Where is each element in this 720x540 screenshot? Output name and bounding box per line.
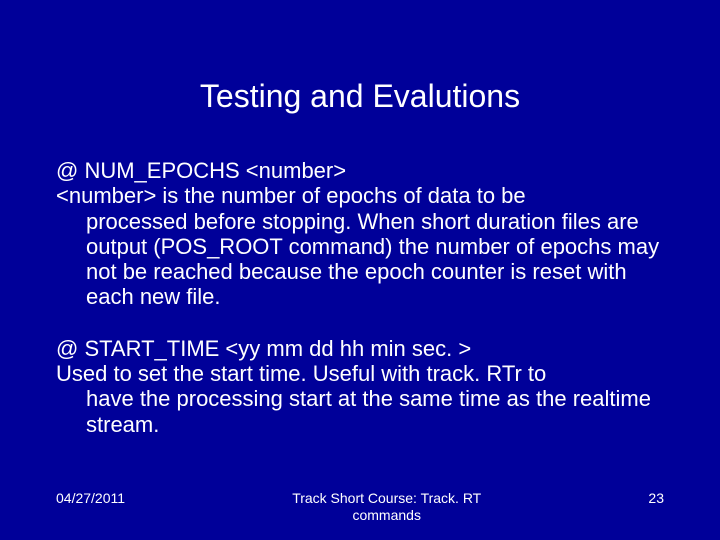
footer-page-number: 23	[648, 490, 664, 506]
footer-center: Track Short Course: Track. RT commands	[125, 490, 648, 524]
footer-date: 04/27/2011	[56, 490, 125, 506]
para1-line1: @ NUM_EPOCHS <number>	[56, 158, 664, 183]
paragraph-1: @ NUM_EPOCHS <number> <number> is the nu…	[56, 158, 664, 310]
para2-rest: have the processing start at the same ti…	[56, 386, 664, 437]
para2-line1: @ START_TIME <yy mm dd hh min sec. >	[56, 336, 664, 361]
para2-line2: Used to set the start time. Useful with …	[56, 361, 664, 386]
slide-body: @ NUM_EPOCHS <number> <number> is the nu…	[56, 158, 664, 463]
footer-center-line2: commands	[125, 507, 648, 524]
paragraph-2: @ START_TIME <yy mm dd hh min sec. > Use…	[56, 336, 664, 437]
slide-title: Testing and Evalutions	[0, 78, 720, 115]
para1-rest: processed before stopping. When short du…	[56, 209, 664, 310]
footer-center-line1: Track Short Course: Track. RT	[125, 490, 648, 507]
para1-line2: <number> is the number of epochs of data…	[56, 183, 664, 208]
slide: Testing and Evalutions @ NUM_EPOCHS <num…	[0, 0, 720, 540]
slide-footer: 04/27/2011 Track Short Course: Track. RT…	[56, 490, 664, 524]
